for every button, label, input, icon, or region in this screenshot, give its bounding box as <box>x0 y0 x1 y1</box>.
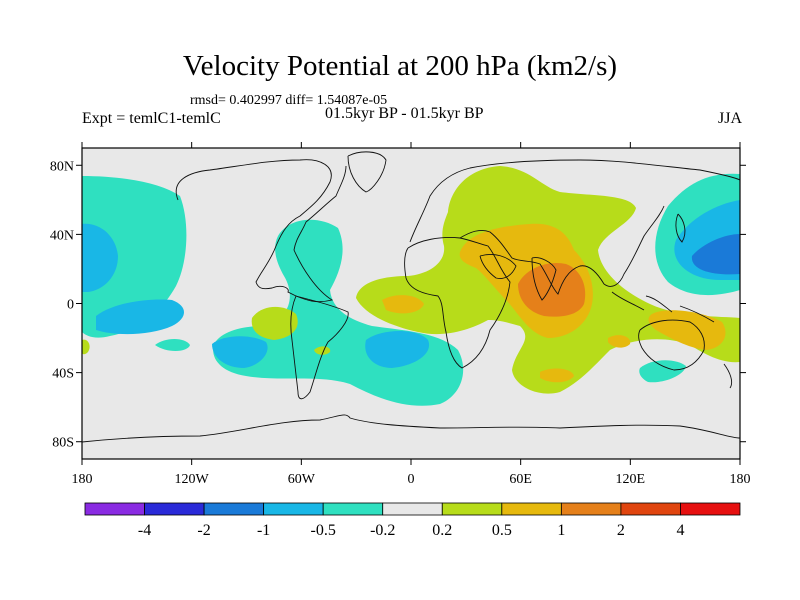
coast-indonesia <box>611 291 715 323</box>
period-label: 01.5kyr BP - 01.5kyr BP <box>325 105 484 122</box>
colorbar: -4 -2 -1 -0.5 -0.2 0.2 0.5 1 2 4 <box>84 502 741 539</box>
coast-south-america <box>290 295 349 400</box>
positive-region-south-america-small <box>314 346 331 355</box>
colorbar-swatch <box>84 502 145 516</box>
colorbar-label: -1 <box>257 522 270 539</box>
negative-max-west-pacific <box>691 234 740 275</box>
negative-region-east-pacific <box>82 176 187 338</box>
y-tick-label: 0 <box>67 298 74 313</box>
negative-core-south-atlantic <box>365 331 430 368</box>
negative-region-south-indian <box>639 360 686 383</box>
colorbar-swatch <box>680 502 741 516</box>
negative-region-west-pacific-south <box>155 339 190 352</box>
y-tick-label: 80S <box>52 436 74 451</box>
positive-core-west-africa <box>382 295 424 314</box>
colorbar-label: 1 <box>557 522 565 539</box>
coastlines <box>82 151 740 443</box>
colorbar-swatch <box>203 502 265 516</box>
positive-region-west-atlantic <box>251 306 298 340</box>
colorbar-label: -2 <box>197 522 210 539</box>
axes: 180 120W 60W 0 60E 120E 180 80N 40N 0 40S 80S <box>50 142 751 487</box>
y-tick-label: 80N <box>50 159 74 174</box>
experiment-label: Expt = temlC1-temlC <box>82 110 221 127</box>
x-tick-label: 120E <box>616 472 646 487</box>
coast-africa <box>404 237 511 369</box>
coast-australia <box>638 319 705 371</box>
colorbar-label: 4 <box>676 522 684 539</box>
y-tick-label: 40S <box>52 367 74 382</box>
x-tick-label: 180 <box>730 472 751 487</box>
colorbar-label: -0.5 <box>311 522 336 539</box>
positive-core-south-indian <box>540 368 574 383</box>
colorbar-label: -0.2 <box>370 522 395 539</box>
positive-core-west-pacific-south <box>608 335 631 348</box>
colorbar-swatch <box>620 502 681 516</box>
x-tick-label: 60E <box>509 472 532 487</box>
season-label: JJA <box>718 110 743 127</box>
x-tick-label: 0 <box>408 472 415 487</box>
positive-max-indian-ocean <box>518 262 586 317</box>
colorbar-swatch <box>441 502 503 516</box>
coast-greenland <box>347 151 387 193</box>
colorbar-swatch <box>322 502 384 516</box>
colorbar-swatch <box>144 502 205 516</box>
negative-core-south-pacific <box>96 299 184 335</box>
colorbar-swatch <box>501 502 562 516</box>
y-tick-label: 40N <box>50 228 74 243</box>
x-tick-label: 180 <box>72 472 93 487</box>
x-tick-label: 60W <box>288 472 316 487</box>
chart-title: Velocity Potential at 200 hPa (km2/s) <box>182 50 618 82</box>
coast-eurasia <box>409 159 740 295</box>
coast-japan <box>675 213 686 243</box>
coast-arabia <box>479 254 517 279</box>
colorbar-swatch <box>263 502 324 516</box>
coast-india <box>531 257 557 301</box>
negative-core-east-pacific <box>82 223 118 292</box>
positive-region-far-east-pacific <box>82 339 90 355</box>
colorbar-label: 0.5 <box>492 522 512 539</box>
x-tick-label: 120W <box>175 472 210 487</box>
colorbar-swatch <box>382 502 443 516</box>
negative-core-south-america <box>212 336 268 368</box>
colorbar-label: -4 <box>138 522 151 539</box>
colorbar-swatch <box>560 502 622 516</box>
coast-antarctica <box>82 414 740 443</box>
colorbar-label: 0.2 <box>432 522 452 539</box>
coast-new-zealand <box>723 363 733 389</box>
colorbar-label: 2 <box>617 522 625 539</box>
stats-label: rmsd= 0.402997 diff= 1.54087e-05 <box>190 93 388 108</box>
coast-north-america <box>175 159 347 303</box>
